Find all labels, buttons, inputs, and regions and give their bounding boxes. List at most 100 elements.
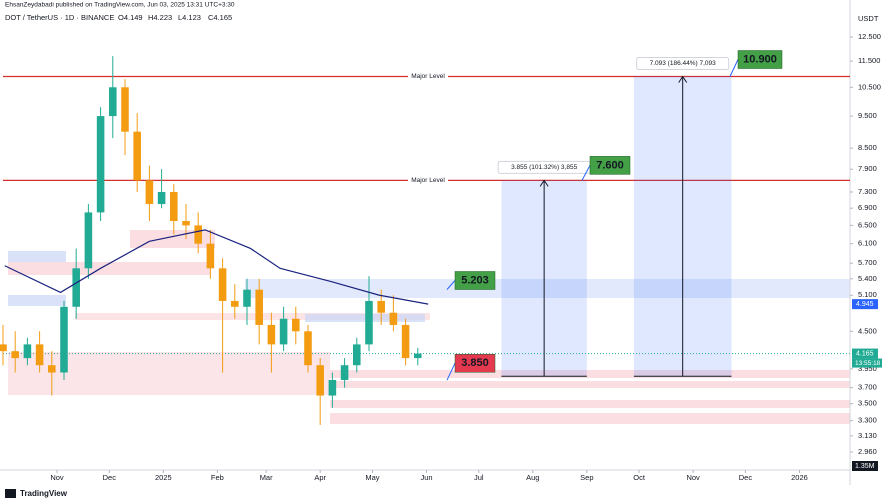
zone bbox=[8, 251, 66, 262]
y-tick-label: 7.300 bbox=[858, 187, 877, 196]
price-tag-label: 4.165 bbox=[856, 350, 874, 357]
x-tick-label: Oct bbox=[633, 473, 646, 482]
ohlc-value: L4.123 bbox=[178, 13, 201, 22]
candle-body bbox=[194, 225, 202, 244]
y-tick-label: 8.500 bbox=[858, 143, 877, 152]
y-tick-label: 7.900 bbox=[858, 164, 877, 173]
price-tag bbox=[852, 299, 878, 310]
level-label-bg bbox=[408, 71, 448, 82]
publisher: EhsanZeydabadi published on TradingView.… bbox=[5, 2, 235, 9]
target-box bbox=[589, 156, 631, 175]
symbol: DOT / TetherUS · 1D · BINANCE bbox=[5, 13, 114, 22]
y-tick-label: 6.500 bbox=[858, 220, 877, 229]
x-tick-label: Nov bbox=[50, 473, 64, 482]
price-tag-label: 4.945 bbox=[856, 301, 874, 308]
candle-body bbox=[0, 344, 7, 352]
candle-body bbox=[157, 191, 166, 205]
candle-body bbox=[11, 351, 19, 359]
candle-body bbox=[133, 131, 141, 181]
candle-body bbox=[206, 243, 215, 269]
target-pointer bbox=[729, 59, 739, 77]
y-tick-label: 6.900 bbox=[858, 203, 877, 212]
ohlc-value: H4.223 bbox=[148, 13, 172, 22]
y-tick-label: 3.700 bbox=[858, 383, 877, 392]
zone bbox=[8, 295, 66, 306]
x-tick-label: 2026 bbox=[791, 473, 808, 482]
candle-body bbox=[84, 212, 93, 269]
candle-body bbox=[340, 365, 349, 380]
zone bbox=[330, 370, 850, 378]
x-tick-label: May bbox=[365, 473, 379, 482]
zone bbox=[8, 352, 330, 395]
level-label: Major Level bbox=[411, 177, 445, 184]
volume-tag bbox=[852, 461, 878, 471]
x-tick-label: Feb bbox=[211, 473, 224, 482]
y-tick-label: 3.950 bbox=[858, 364, 877, 373]
level-label-bg bbox=[408, 175, 448, 186]
x-tick-label: Dec bbox=[739, 473, 753, 482]
candle-body bbox=[145, 180, 154, 205]
arrow-head bbox=[678, 75, 688, 83]
candle-body bbox=[292, 318, 300, 332]
price-tag bbox=[852, 348, 878, 359]
target-label: 7.600 bbox=[596, 159, 624, 171]
candle-body bbox=[96, 116, 105, 213]
x-tick-label: 2025 bbox=[155, 473, 172, 482]
candle-body bbox=[389, 312, 398, 325]
target-box bbox=[454, 353, 496, 373]
zone bbox=[330, 381, 850, 388]
zone bbox=[75, 313, 430, 320]
target-box bbox=[737, 50, 783, 69]
candle-body bbox=[182, 220, 190, 226]
y-tick-label: 4.500 bbox=[858, 326, 877, 335]
ohlc-value: C4.165 bbox=[208, 13, 232, 22]
candle-body bbox=[109, 87, 117, 117]
target-pointer bbox=[581, 165, 591, 181]
y-tick-label: 6.100 bbox=[858, 239, 877, 248]
projection-label: 7.093 (186.44%) 7,093 bbox=[650, 60, 717, 67]
candle-body bbox=[243, 289, 251, 307]
zone bbox=[305, 314, 425, 322]
target-label: 5.203 bbox=[461, 274, 489, 286]
candle-body bbox=[121, 87, 129, 132]
countdown: 13:55:18 bbox=[855, 360, 881, 367]
target-label: 3.850 bbox=[461, 357, 489, 369]
logo-icon bbox=[5, 489, 16, 498]
candle-body bbox=[279, 318, 288, 345]
footer-logo: TradingView bbox=[20, 489, 68, 498]
x-tick-label: Apr bbox=[314, 473, 326, 482]
candle-body bbox=[328, 379, 337, 396]
candle-body bbox=[414, 353, 422, 359]
candle-body bbox=[377, 300, 385, 313]
candle-body bbox=[231, 300, 239, 307]
y-unit: USDT bbox=[858, 14, 879, 23]
zone bbox=[330, 413, 850, 424]
y-tick-label: 3.500 bbox=[858, 399, 877, 408]
candle-body bbox=[60, 306, 68, 373]
candle-body bbox=[304, 331, 312, 366]
target-pointer bbox=[446, 363, 456, 381]
y-tick-label: 3.300 bbox=[858, 416, 877, 425]
y-tick-label: 12.500 bbox=[858, 32, 881, 41]
y-tick-label: 11.500 bbox=[858, 56, 880, 65]
zone bbox=[245, 279, 850, 298]
x-tick-label: Jun bbox=[420, 473, 432, 482]
y-tick-label: 2.960 bbox=[858, 447, 877, 456]
zone bbox=[130, 230, 215, 248]
candle-body bbox=[365, 300, 373, 345]
x-tick-label: Dec bbox=[103, 473, 117, 482]
zone bbox=[330, 400, 850, 408]
candle-body bbox=[23, 344, 32, 359]
y-tick-label: 3.130 bbox=[858, 431, 877, 440]
zones bbox=[8, 230, 850, 424]
zone bbox=[8, 262, 210, 275]
y-tick-label: 5.700 bbox=[858, 258, 877, 267]
candle-body bbox=[255, 289, 263, 325]
x-tick-label: Aug bbox=[526, 473, 539, 482]
y-tick-label: 10.500 bbox=[858, 82, 881, 91]
target-pointer bbox=[446, 280, 456, 290]
y-tick-label: 9.500 bbox=[858, 111, 877, 120]
candle-body bbox=[35, 344, 44, 366]
target-box bbox=[454, 271, 496, 290]
